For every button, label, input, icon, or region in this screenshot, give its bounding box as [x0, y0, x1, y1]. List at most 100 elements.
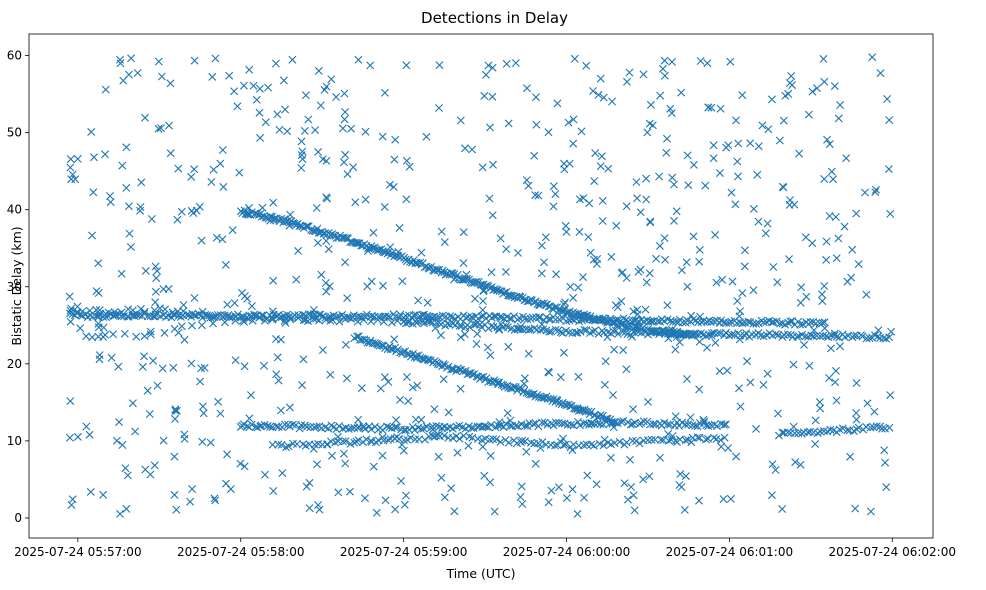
clutter-point-40: [573, 509, 582, 518]
descending-track-lower-point-1124: [503, 381, 512, 390]
level-track-25-point-1607: [779, 330, 788, 339]
level-track-25-point-1553: [623, 330, 632, 339]
level-track-25-point-1636: [865, 334, 874, 343]
clutter-point-738: [735, 384, 743, 393]
level-track-12-point-1809: [720, 420, 729, 429]
clutter-point-183: [361, 195, 370, 204]
descending-track-upper-point-824: [340, 234, 349, 242]
clutter-point-224: [531, 191, 540, 200]
clutter-point-191: [486, 123, 494, 132]
level-track-24-point-2019: [120, 329, 129, 338]
descending-track-lower-point-1093: [447, 365, 455, 374]
clutter-point-722: [540, 258, 548, 267]
clutter-point-113: [683, 282, 692, 291]
clutter-point-476: [536, 444, 545, 452]
clutter-point-53: [154, 57, 163, 66]
level-track-12-point-1652: [260, 420, 269, 429]
clutter-point-212: [884, 165, 893, 174]
clutter-point-87: [422, 132, 431, 141]
clutter-point-493: [341, 150, 350, 159]
clutter-point-696: [574, 372, 583, 381]
level-track-27-point-1980: [205, 311, 214, 320]
level-track-12-point-1679: [338, 424, 347, 433]
clutter-point-602: [198, 402, 207, 411]
clutter-point-701: [395, 223, 404, 232]
clutter-point-377: [114, 362, 123, 371]
clutter-point-220: [717, 442, 726, 451]
level-track-10-point-1901: [635, 439, 644, 448]
clutter-point-691: [197, 364, 206, 373]
clutter-point-66: [214, 397, 223, 406]
clutter-point-167: [484, 61, 493, 70]
clutter-point-728: [231, 356, 240, 365]
clutter-point-135: [152, 274, 161, 283]
clutter-point-748: [392, 416, 401, 425]
clutter-point-298: [320, 85, 329, 94]
level-track-25-point-1501: [472, 320, 481, 329]
level-track-25-point-1516: [515, 324, 524, 333]
level-track-10-point-1912: [681, 436, 690, 445]
clutter-point-278: [379, 281, 387, 290]
level-track-25-point-1525: [542, 326, 551, 335]
clutter-point-368: [149, 356, 158, 365]
level-track-24-point-2032: [248, 316, 257, 325]
clutter-point-451: [92, 287, 101, 296]
clutter-point-430: [486, 351, 495, 360]
level-track-10-point-1917: [702, 435, 710, 444]
clutter-point-758: [323, 194, 331, 203]
level-track-26-point-1390: [599, 314, 608, 323]
level-track-10-point-1839: [384, 435, 392, 444]
level-track-10-point-1890: [589, 441, 598, 450]
level-track-25-point-1572: [679, 329, 688, 338]
clutter-point-708: [322, 287, 331, 296]
clutter-point-532: [886, 391, 895, 400]
clutter-point-741: [180, 434, 189, 443]
level-track-10-point-1857: [455, 434, 464, 443]
clutter-point-672: [305, 478, 314, 487]
clutter-point-332: [610, 345, 619, 354]
clutter-point-737: [255, 84, 264, 93]
clutter-point-16: [775, 136, 784, 145]
clutter-point-714: [298, 381, 307, 390]
clutter-point-455: [707, 103, 716, 112]
level-track-12-point-1717: [448, 424, 457, 433]
clutter-point-343: [584, 233, 593, 241]
descending-track-upper-point-793: [290, 219, 299, 228]
level-track-10-point-1915: [693, 433, 702, 442]
clutter-point-491: [790, 200, 799, 209]
clutter-point-588: [663, 134, 671, 143]
clutter-point-120: [773, 278, 782, 287]
clutter-point-4: [127, 54, 136, 63]
clutter-point-32: [437, 473, 446, 482]
level-track-10-point-1812: [274, 440, 283, 449]
clutter-point-194: [223, 300, 232, 309]
clutter-point-262: [695, 496, 703, 505]
level-track-12-point-1739: [514, 422, 522, 431]
clutter-point-442: [275, 125, 284, 134]
level-track-26-point-1184: [66, 309, 74, 318]
clutter-point-14: [186, 497, 195, 506]
clutter-point-403: [66, 155, 75, 164]
level-track-10-point-1834: [362, 435, 371, 444]
clutter-point-365: [218, 146, 227, 154]
clutter-point-674: [314, 147, 323, 156]
clutter-point-540: [261, 118, 270, 127]
clutter-point-90: [145, 410, 154, 418]
clutter-point-548: [171, 406, 180, 415]
clutter-point-677: [390, 155, 399, 164]
clutter-point-217: [689, 232, 698, 241]
clutter-point-445: [570, 54, 579, 63]
level-track-27-point-1977: [188, 309, 197, 318]
clutter-point-364: [611, 301, 620, 310]
level-track-24-point-2015: [82, 332, 91, 341]
level-track-25-point-1506: [487, 321, 496, 330]
level-track-26-point-1280: [314, 310, 323, 319]
clutter-point-458: [341, 108, 350, 116]
clutter-point-209: [440, 493, 449, 502]
level-track-25-point-1596: [748, 330, 757, 339]
clutter-point-549: [496, 234, 505, 243]
clutter-point-555: [545, 368, 554, 377]
level-track-26-point-1382: [577, 316, 586, 325]
clutter-point-745: [347, 124, 356, 133]
clutter-point-425: [166, 149, 175, 158]
